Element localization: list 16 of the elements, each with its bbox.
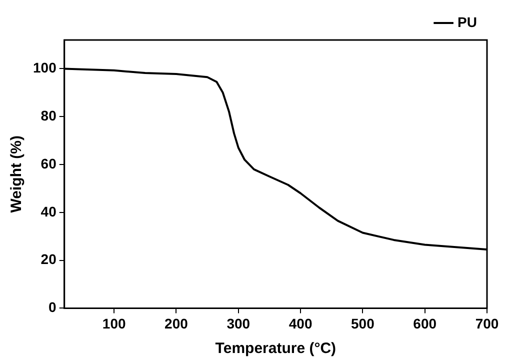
y-tick-label: 60 bbox=[40, 155, 57, 172]
x-tick-label: 100 bbox=[102, 315, 126, 332]
x-tick-label: 700 bbox=[475, 315, 499, 332]
x-tick-label: 300 bbox=[226, 315, 250, 332]
x-tick-label: 200 bbox=[164, 315, 188, 332]
x-tick-label: 500 bbox=[351, 315, 375, 332]
y-tick-label: 100 bbox=[33, 60, 57, 76]
x-tick-label: 600 bbox=[413, 315, 437, 332]
y-tick-label: 20 bbox=[40, 251, 57, 268]
x-axis-title: Temperature (°C) bbox=[215, 340, 336, 358]
y-tick-label: 0 bbox=[48, 299, 57, 316]
legend-label: PU bbox=[458, 14, 478, 30]
y-axis-title: Weight (%) bbox=[8, 135, 26, 213]
x-tick-label: 400 bbox=[288, 315, 312, 332]
y-tick-label: 80 bbox=[40, 107, 57, 124]
y-tick-label: 40 bbox=[40, 203, 57, 220]
